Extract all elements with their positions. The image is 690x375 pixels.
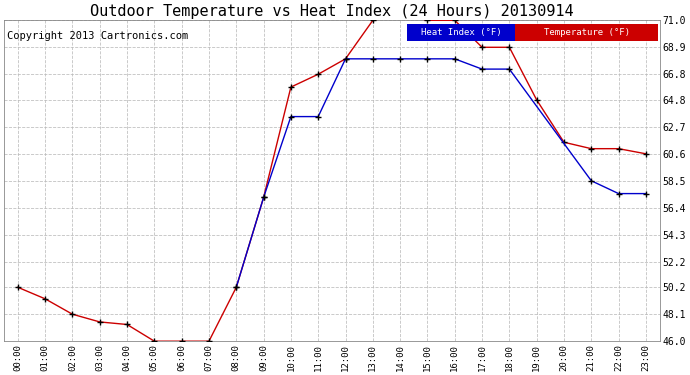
FancyBboxPatch shape	[407, 24, 515, 41]
FancyBboxPatch shape	[515, 24, 658, 41]
Text: Temperature (°F): Temperature (°F)	[544, 28, 630, 37]
Text: Heat Index (°F): Heat Index (°F)	[421, 28, 502, 37]
Text: Copyright 2013 Cartronics.com: Copyright 2013 Cartronics.com	[7, 32, 188, 41]
Title: Outdoor Temperature vs Heat Index (24 Hours) 20130914: Outdoor Temperature vs Heat Index (24 Ho…	[90, 4, 573, 19]
